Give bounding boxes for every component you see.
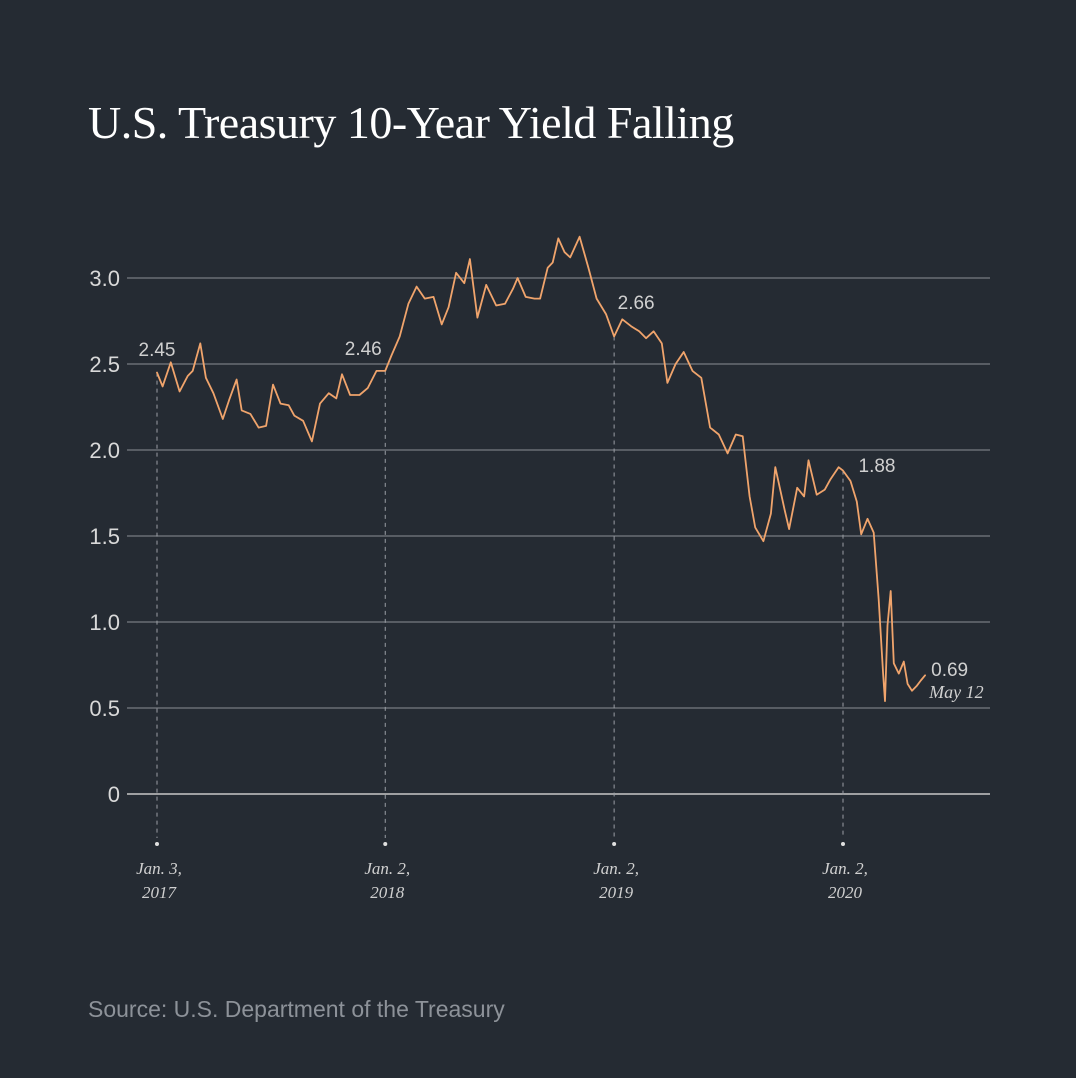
y-tick-label: 1.5 [89, 524, 120, 549]
y-tick-label: 1.0 [89, 610, 120, 635]
x-tick-label: Jan. 2, [364, 859, 410, 878]
x-tick-label: Jan. 2, [822, 859, 868, 878]
x-tick-label: 2017 [142, 883, 178, 902]
date-tick-dot [155, 842, 159, 846]
value-annotation: 2.66 [618, 293, 655, 314]
x-tick-label: Jan. 3, [136, 859, 182, 878]
y-tick-label: 2.0 [89, 438, 120, 463]
chart-title: U.S. Treasury 10-Year Yield Falling [88, 97, 734, 148]
date-tick-dot [841, 842, 845, 846]
y-tick-label: 0 [108, 782, 120, 807]
value-annotation: 2.46 [345, 339, 382, 360]
value-annotation: 1.88 [859, 456, 896, 477]
series-line [156, 235, 926, 702]
value-annotation: 2.45 [139, 340, 176, 361]
source-note: Source: U.S. Department of the Treasury [88, 996, 505, 1022]
y-tick-label: 2.5 [89, 352, 120, 377]
x-tick-label: 2020 [828, 883, 863, 902]
x-tick-label: Jan. 2, [593, 859, 639, 878]
x-tick-label: 2018 [370, 883, 405, 902]
value-annotation: 0.69 [931, 660, 968, 681]
date-annotation: May 12 [928, 682, 983, 702]
date-tick-dot [383, 842, 388, 846]
y-tick-label: 0.5 [89, 696, 120, 721]
date-tick-dot [612, 842, 617, 846]
x-tick-label: 2019 [599, 883, 634, 902]
y-tick-label: 3.0 [89, 266, 120, 291]
